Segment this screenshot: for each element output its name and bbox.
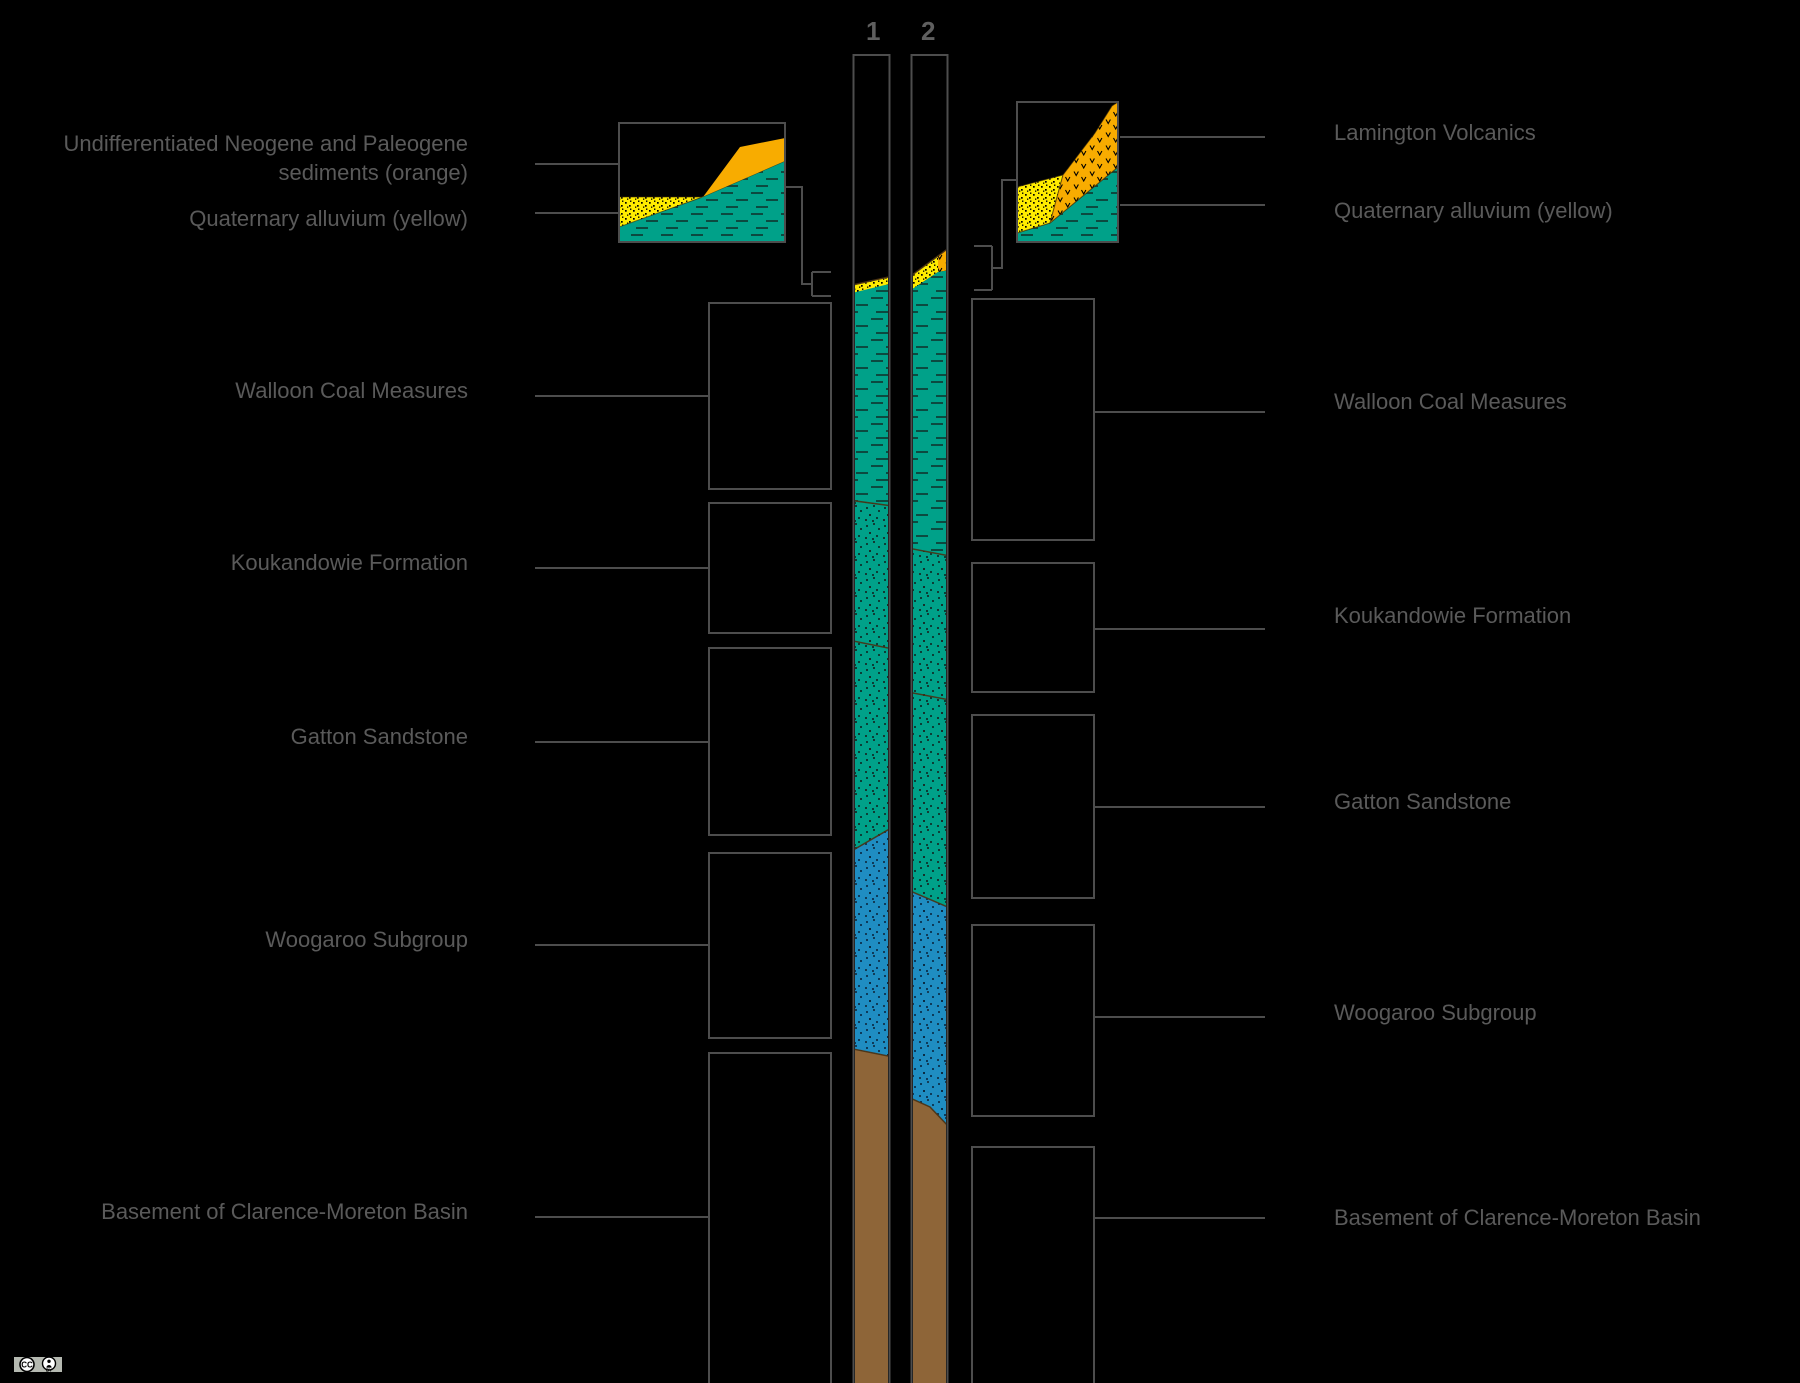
right-inset-outline bbox=[1016, 101, 1119, 243]
inset-to-column-brackets bbox=[785, 179, 1017, 297]
label-right-koukandowie: Koukandowie Formation bbox=[1334, 603, 1571, 628]
label-left-neogene-line2: sediments (orange) bbox=[278, 160, 468, 185]
borehole-2-quaternary-layer bbox=[913, 256, 938, 289]
label-right-walloon: Walloon Coal Measures bbox=[1334, 389, 1567, 414]
borehole-1-quaternary-layer bbox=[855, 277, 888, 294]
borehole-2-basement-layer bbox=[913, 1099, 946, 1383]
label-left-gatton: Gatton Sandstone bbox=[291, 724, 468, 749]
borehole-2-number: 2 bbox=[921, 16, 935, 46]
cc-icon bbox=[19, 1356, 35, 1373]
borehole-1-basement-layer bbox=[855, 1049, 888, 1383]
right-inset-panel bbox=[1018, 103, 1117, 241]
label-right-lamington: Lamington Volcanics bbox=[1334, 120, 1536, 145]
label-left-basement: Basement of Clarence-Moreton Basin bbox=[101, 1199, 468, 1224]
borehole-1-number: 1 bbox=[866, 16, 880, 46]
label-right-gatton: Gatton Sandstone bbox=[1334, 789, 1511, 814]
by-person-head bbox=[47, 1359, 51, 1364]
label-right-woogaroo: Woogaroo Subgroup bbox=[1334, 1000, 1537, 1025]
left-depth-brackets bbox=[708, 302, 832, 1383]
right-bracket-walloon bbox=[971, 298, 1095, 541]
label-right-quaternary: Quaternary alluvium (yellow) bbox=[1334, 198, 1613, 223]
by-label: BY bbox=[46, 1368, 52, 1373]
borehole-1-layer-boundaries bbox=[855, 276, 888, 1057]
left-inset-outline bbox=[618, 122, 786, 243]
borehole-2-lamington-layer bbox=[938, 250, 946, 272]
left-bracket-basement bbox=[708, 1052, 832, 1383]
borehole-1-koukandowie-layer bbox=[855, 500, 888, 648]
borehole-2-walloon-layer bbox=[913, 270, 946, 556]
left-label-connectors bbox=[535, 163, 709, 1218]
borehole-2-gatton-layer bbox=[913, 692, 946, 907]
label-left-quaternary: Quaternary alluvium (yellow) bbox=[189, 206, 468, 231]
left-inset-teal bbox=[620, 160, 784, 241]
borehole-2-layer-boundaries bbox=[913, 249, 946, 1125]
by-person-icon bbox=[41, 1356, 57, 1371]
left-inset-panel bbox=[620, 138, 784, 241]
label-right-basement: Basement of Clarence-Moreton Basin bbox=[1334, 1205, 1701, 1230]
label-left-koukandowie: Koukandowie Formation bbox=[231, 550, 468, 575]
right-labels: Lamington Volcanics Quaternary alluvium … bbox=[1334, 120, 1701, 1230]
borehole-2-koukandowie-layer bbox=[913, 548, 946, 700]
cc-by-badge[interactable]: CC BY bbox=[14, 1356, 62, 1373]
borehole-1-column bbox=[855, 276, 888, 1383]
label-left-woogaroo: Woogaroo Subgroup bbox=[265, 927, 468, 952]
left-bracket-koukandowie bbox=[708, 502, 832, 634]
cc-icon-text: CC bbox=[21, 1361, 33, 1370]
left-bracket-woogaroo bbox=[708, 852, 832, 1039]
left-bracket-walloon bbox=[708, 302, 832, 490]
by-person-body bbox=[46, 1365, 52, 1368]
borehole-1-gatton-layer bbox=[855, 641, 888, 849]
left-bracket-gatton bbox=[708, 647, 832, 836]
left-inset-neogene-orange bbox=[700, 138, 784, 198]
borehole-2-column bbox=[913, 249, 946, 1383]
right-inset-lamington bbox=[1049, 103, 1117, 225]
borehole-1-outline bbox=[852, 54, 891, 1383]
left-labels: Undifferentiated Neogene and Paleogene s… bbox=[64, 131, 468, 1224]
right-depth-brackets bbox=[971, 298, 1095, 1383]
borehole-1-woogaroo-layer bbox=[855, 829, 888, 1056]
borehole-1-walloon-layer bbox=[855, 284, 888, 506]
right-bracket-gatton bbox=[971, 714, 1095, 899]
borehole-2-outline bbox=[910, 54, 949, 1383]
borehole-2-woogaroo-layer bbox=[913, 892, 946, 1124]
right-bracket-koukandowie bbox=[971, 562, 1095, 693]
right-label-connectors bbox=[1094, 136, 1265, 1219]
label-left-walloon: Walloon Coal Measures bbox=[235, 378, 468, 403]
right-bracket-woogaroo bbox=[971, 924, 1095, 1117]
label-left-neogene-line1: Undifferentiated Neogene and Paleogene bbox=[64, 131, 468, 156]
right-bracket-basement bbox=[971, 1146, 1095, 1383]
